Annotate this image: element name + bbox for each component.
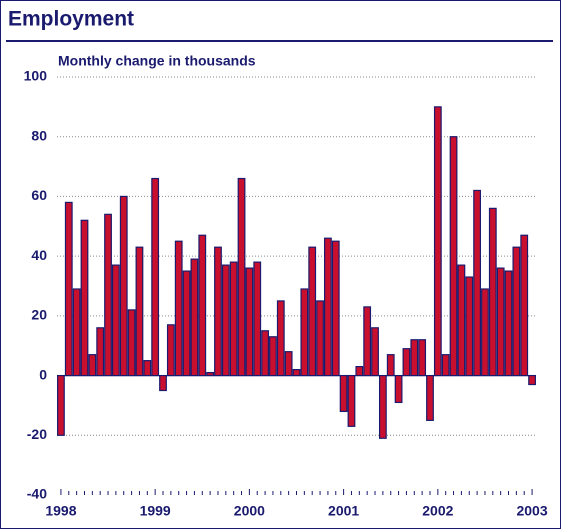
bar <box>316 300 324 377</box>
bar <box>449 136 458 377</box>
y-tick-label: -40 <box>27 486 47 502</box>
x-tick-label: 2001 <box>328 503 359 519</box>
bar <box>488 207 497 377</box>
bar <box>300 288 309 377</box>
bar <box>433 106 442 377</box>
bar <box>308 246 317 377</box>
bar <box>182 270 191 377</box>
bar <box>426 374 434 421</box>
y-tick-label: 20 <box>31 307 47 323</box>
bar <box>269 336 277 377</box>
bar <box>143 360 152 377</box>
y-tick-label: -20 <box>27 426 47 442</box>
bar <box>64 201 73 377</box>
bar <box>198 234 207 377</box>
bar <box>57 374 65 436</box>
bar <box>261 330 269 377</box>
bar <box>512 246 521 377</box>
bar <box>245 267 254 377</box>
bar <box>119 195 128 377</box>
bar <box>528 374 536 386</box>
x-tick-label: 1999 <box>140 503 171 519</box>
y-tick-label: 40 <box>31 247 47 263</box>
bar <box>206 371 215 377</box>
bar <box>457 264 466 377</box>
bar <box>363 306 372 377</box>
bar <box>441 354 450 377</box>
x-tick-label: 2003 <box>516 503 547 519</box>
bar <box>253 261 262 377</box>
chart-subtitle: Monthly change in thousands <box>58 53 256 69</box>
bar <box>347 374 356 427</box>
bar <box>229 261 238 377</box>
bar <box>190 258 199 377</box>
y-tick-label: 60 <box>31 187 47 203</box>
bar <box>284 351 293 377</box>
bar <box>111 264 120 377</box>
bar <box>104 213 112 377</box>
bar <box>386 354 395 377</box>
bar <box>331 240 340 377</box>
bar <box>418 339 427 377</box>
bar <box>496 267 505 377</box>
bar <box>127 309 136 377</box>
bar <box>473 189 482 377</box>
bar <box>221 264 230 377</box>
bar <box>371 327 379 377</box>
bar <box>151 177 160 377</box>
bar <box>166 324 175 377</box>
bar <box>465 276 474 377</box>
bar <box>339 374 348 413</box>
chart-title: Employment <box>8 8 134 31</box>
bar <box>292 369 301 377</box>
bar <box>88 354 97 377</box>
bar <box>378 374 387 439</box>
bar <box>72 288 81 377</box>
bar <box>504 270 513 377</box>
bar <box>159 374 167 392</box>
y-tick-label: 0 <box>39 366 47 382</box>
x-tick-label: 2002 <box>422 503 453 519</box>
bar <box>135 246 144 377</box>
y-tick-label: 80 <box>31 127 47 143</box>
x-tick-label: 1998 <box>45 503 76 519</box>
bar <box>96 327 105 377</box>
bar <box>402 348 411 377</box>
bar <box>174 240 183 377</box>
bar <box>481 288 489 377</box>
y-tick-label: 100 <box>24 68 48 84</box>
bar <box>324 237 332 377</box>
bar <box>276 300 285 377</box>
bar <box>80 219 89 377</box>
bar <box>237 177 246 377</box>
bar <box>520 234 529 377</box>
bar <box>410 339 419 377</box>
bar <box>355 366 364 377</box>
bar <box>394 374 403 404</box>
x-tick-label: 2000 <box>234 503 265 519</box>
bar <box>214 246 222 377</box>
